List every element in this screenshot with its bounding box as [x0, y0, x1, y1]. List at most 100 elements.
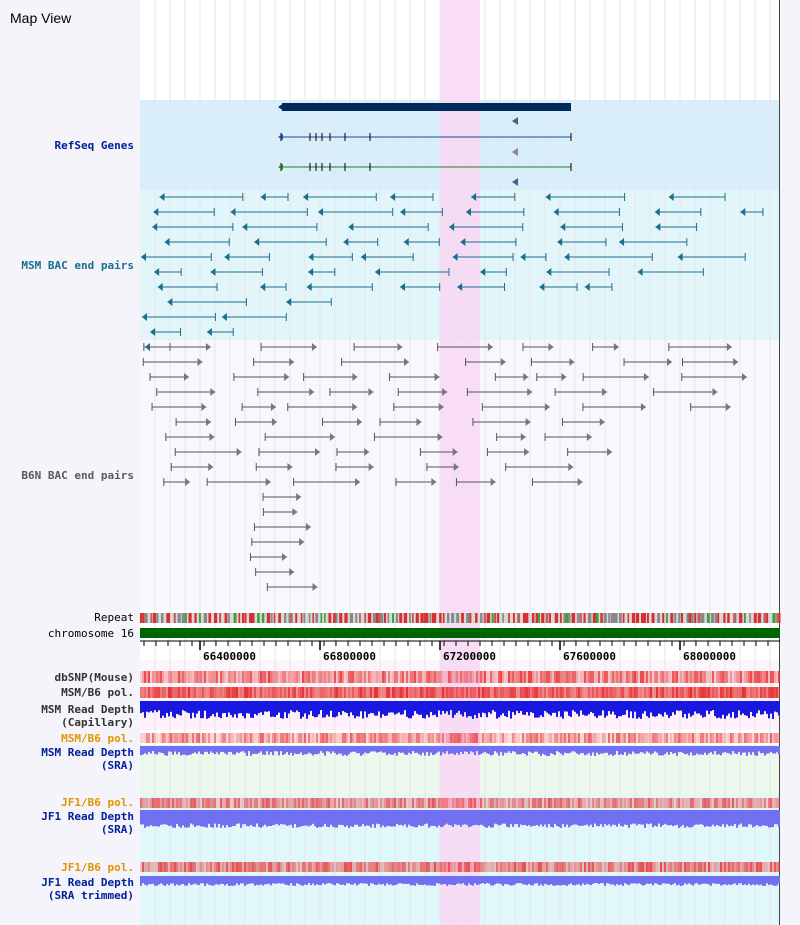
- dbsnp-cell: [348, 671, 350, 683]
- msm-capillary-depth-bar: [432, 701, 434, 716]
- msm-b6-pol-cell: [526, 687, 528, 698]
- msm-b6-pol-cell: [496, 687, 498, 698]
- jf1-sra-depth-bar: [178, 810, 180, 827]
- jf1-pol2-cell: [576, 862, 578, 872]
- msm-b6-pol-cell: [206, 687, 208, 698]
- jf1-sra-depth-bar: [470, 810, 472, 827]
- dbsnp-cell: [638, 671, 640, 683]
- repeat-element: [295, 613, 298, 623]
- jf1-trim-depth-bar: [532, 876, 534, 886]
- msm-b6-pol-cell: [240, 687, 242, 698]
- msm-b6-pol2-cell: [684, 733, 686, 743]
- msm-b6-pol-cell: [172, 687, 174, 698]
- jf1-sra-depth-bar: [564, 810, 566, 828]
- dbsnp-cell: [304, 671, 306, 683]
- msm-b6-pol2-cell: [224, 733, 226, 743]
- msm-bac-end: [480, 268, 486, 276]
- b6n-bac-end: [397, 343, 403, 351]
- dbsnp-cell: [154, 671, 156, 683]
- jf1-pol-cell: [464, 798, 466, 808]
- msm-b6-pol2-cell: [456, 733, 458, 743]
- msm-b6-pol-cell: [186, 687, 188, 698]
- msm-b6-pol2-cell: [252, 733, 254, 743]
- jf1-pol-cell: [510, 798, 512, 808]
- chromosome-ideogram[interactable]: [530, 52, 628, 64]
- jf1-pol-cell: [190, 798, 192, 808]
- jf1-trim-depth-bar: [598, 876, 600, 885]
- dbsnp-cell: [236, 671, 238, 683]
- msm-sra-depth-bar: [328, 746, 330, 752]
- jf1-trim-depth-bar: [376, 876, 378, 885]
- dbsnp-cell: [324, 671, 326, 683]
- jf1-pol-cell: [564, 798, 566, 808]
- msm-sra-depth-bar: [608, 746, 610, 756]
- repeat-element: [270, 613, 273, 623]
- msm-b6-pol2-cell: [702, 733, 704, 743]
- dbsnp-cell: [374, 671, 376, 683]
- msm-b6-pol2-cell: [200, 733, 202, 743]
- jf1-pol2-cell: [738, 862, 740, 872]
- dbsnp-cell: [626, 671, 628, 683]
- dbsnp-cell: [284, 671, 286, 683]
- msm-b6-pol2-cell: [646, 733, 648, 743]
- jf1-pol2-cell: [398, 862, 400, 872]
- msm-b6-pol2-cell: [534, 733, 536, 743]
- msm-sra-depth-bar: [646, 746, 648, 752]
- jf1-pol-cell: [462, 798, 464, 808]
- jf1-pol-cell: [660, 798, 662, 808]
- repeat-element: [461, 613, 464, 623]
- msm-b6-pol-cell: [580, 687, 582, 698]
- jf1-pol2-cell: [268, 862, 270, 872]
- jf1-pol2-cell: [430, 862, 432, 872]
- jf1-trim-depth-bar: [368, 876, 370, 886]
- jf1-sra-depth-bar: [540, 810, 542, 825]
- msm-b6-pol-cell: [430, 687, 432, 698]
- msm-capillary-depth-bar: [458, 701, 460, 711]
- dbsnp-cell: [450, 671, 452, 683]
- dbsnp-cell: [142, 671, 144, 683]
- msm-depth-sra-label-1: MSM Read Depth: [41, 746, 134, 759]
- msm-bac-end: [206, 328, 212, 336]
- jf1-pol2-cell: [534, 862, 536, 872]
- repeat-element: [372, 613, 376, 623]
- msm-sra-depth-bar: [682, 746, 684, 753]
- jf1-sra-depth-bar: [680, 810, 682, 827]
- msm-sra-depth-bar: [430, 746, 432, 753]
- jf1-trim-depth-bar: [766, 876, 768, 884]
- msm-sra-depth-bar: [568, 746, 570, 754]
- msm-sra-depth-bar: [744, 746, 746, 753]
- jf1-pol2-cell: [776, 862, 778, 872]
- jf1-trim-depth-bar: [612, 876, 614, 885]
- jf1-pol-cell: [380, 798, 382, 808]
- msm-capillary-depth-bar: [250, 701, 252, 718]
- msm-b6-pol2-cell: [478, 733, 480, 743]
- jf1-pol-cell: [516, 798, 518, 808]
- msm-capillary-depth-bar: [360, 701, 362, 712]
- msm-b6-pol2-cell: [358, 733, 360, 743]
- dbsnp-cell: [378, 671, 380, 683]
- jf1-pol-cell: [318, 798, 320, 808]
- msm-sra-depth-bar: [764, 746, 766, 756]
- msm-capillary-depth-bar: [612, 701, 614, 712]
- b6n-bac-end: [602, 388, 608, 396]
- msm-capillary-depth-bar: [596, 701, 598, 718]
- msm-b6-pol2-cell: [446, 733, 448, 743]
- msm-sra-depth-bar: [500, 746, 502, 752]
- jf1-pol2-cell: [476, 862, 478, 872]
- msm-b6-pol2-cell: [256, 733, 258, 743]
- msm-b6-pol2-cell: [162, 733, 164, 743]
- jf1-pol2-cell: [466, 862, 468, 872]
- jf1-sra-depth-bar: [250, 810, 252, 825]
- repeat-element: [320, 613, 323, 623]
- jf1-pol-cell: [612, 798, 614, 808]
- jf1-trim-depth-bar: [482, 876, 484, 884]
- msm-b6-pol2-cell: [476, 733, 478, 743]
- jf1-trim-depth-bar: [654, 876, 656, 884]
- jf1-pol-cell: [628, 798, 630, 808]
- msm-sra-depth-bar: [524, 746, 526, 754]
- repeat-element: [395, 613, 399, 623]
- jf1-pol-cell: [158, 798, 160, 808]
- dbsnp-label: dbSNP(Mouse): [54, 671, 134, 684]
- msm-b6-pol2-cell: [308, 733, 310, 743]
- jf1-sra-depth-bar: [612, 810, 614, 825]
